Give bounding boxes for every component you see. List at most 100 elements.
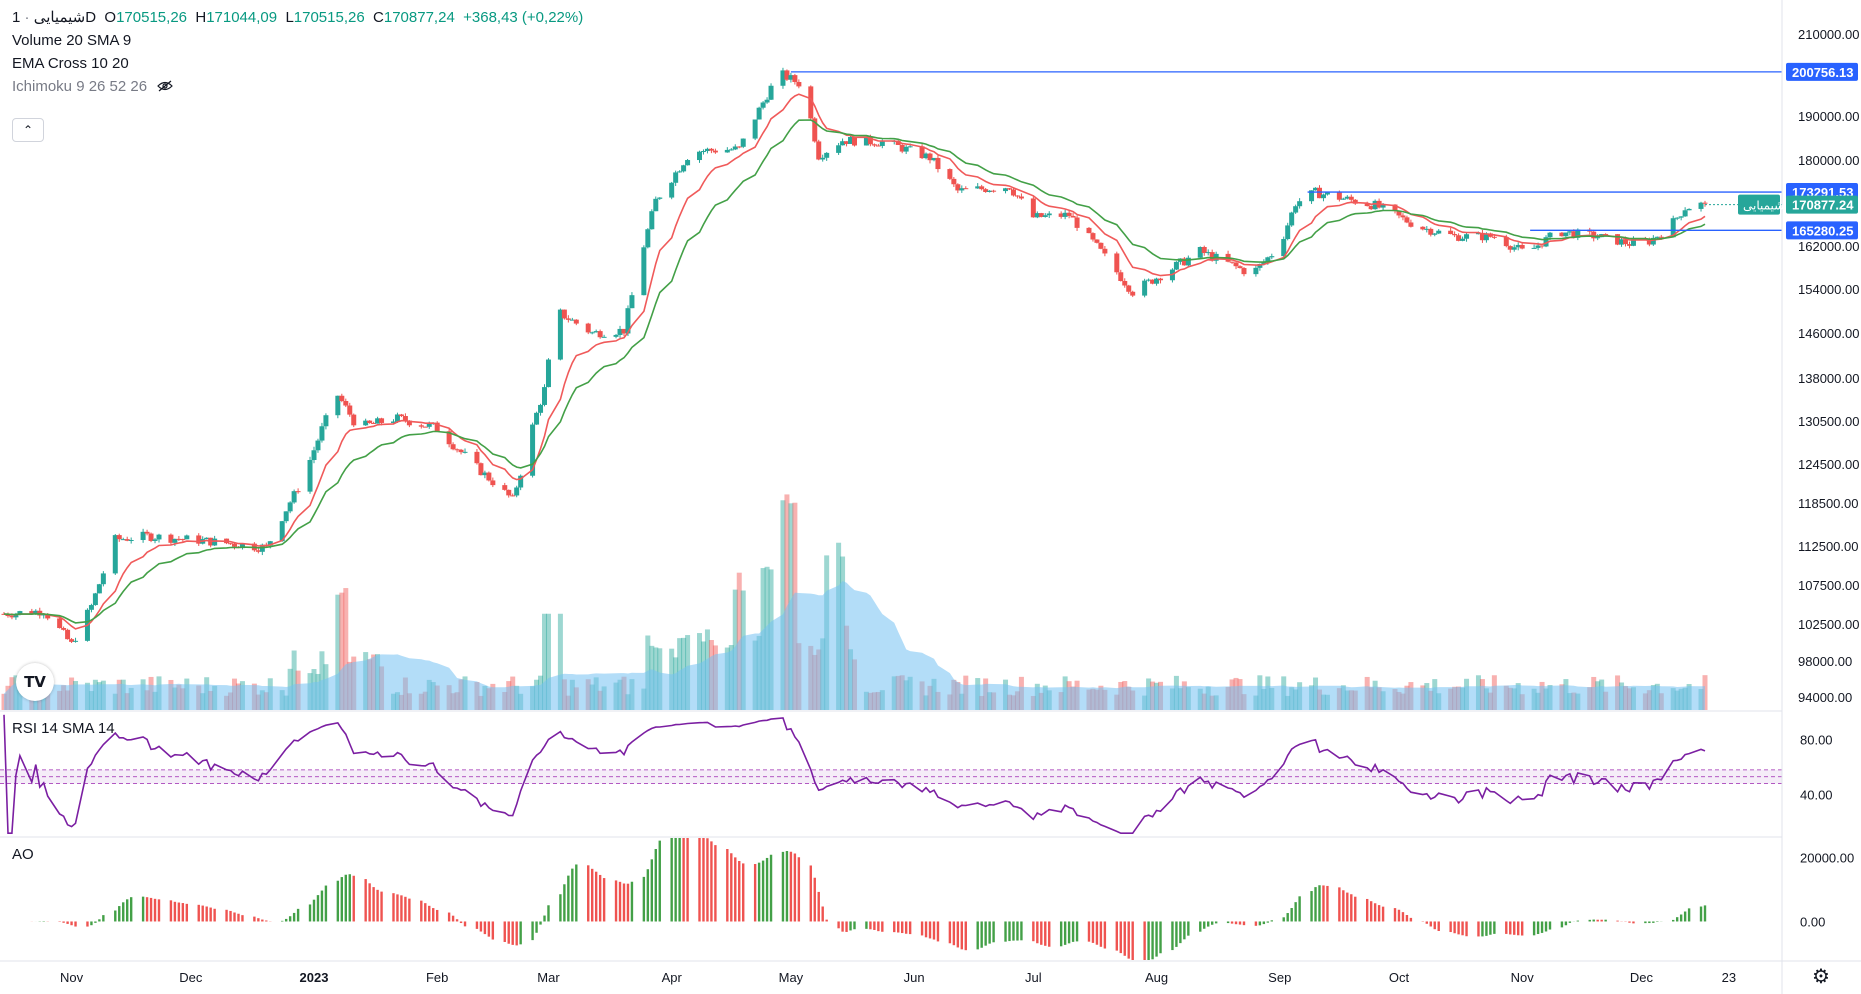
candle — [1348, 194, 1354, 202]
candle-body — [180, 539, 186, 541]
candle-body — [597, 331, 603, 338]
candle — [61, 626, 67, 631]
volume-bar — [542, 613, 548, 710]
collapse-legend-button[interactable]: ⌃ — [12, 118, 44, 142]
candle — [228, 542, 234, 545]
candle-body — [33, 610, 39, 615]
candle-body — [1603, 234, 1609, 236]
candle — [1046, 211, 1052, 219]
candle-body — [1475, 232, 1481, 235]
candle — [1432, 233, 1438, 237]
candle — [172, 538, 178, 547]
candle-body — [923, 153, 929, 159]
candle — [641, 245, 647, 296]
candle-body — [863, 136, 869, 146]
tradingview-logo[interactable]: TV — [16, 663, 54, 701]
candle — [844, 141, 850, 147]
candle — [1563, 232, 1569, 238]
last-price-tag — [1786, 195, 1858, 214]
price-tick-label: 154000.00 — [1798, 282, 1859, 297]
candle — [1404, 215, 1410, 224]
candle-body — [1320, 194, 1326, 199]
candle-body — [1324, 192, 1330, 195]
gear-icon[interactable]: ⚙ — [1812, 966, 1830, 988]
candle — [593, 329, 599, 333]
candle-body — [1619, 239, 1625, 245]
interval-label[interactable]: 1D — [12, 9, 97, 26]
candle-body — [1281, 239, 1287, 257]
candle-body — [871, 144, 877, 146]
candle-body — [1571, 231, 1577, 238]
candle-body — [1348, 196, 1354, 200]
ao-title[interactable]: AO — [12, 846, 34, 863]
close-label: C — [373, 9, 384, 26]
candle — [1511, 244, 1517, 252]
time-tick-label: 23 — [1722, 970, 1736, 985]
candle-body — [1309, 190, 1315, 202]
candle-body — [816, 141, 822, 160]
candle — [450, 442, 456, 451]
indicator-ema-cross[interactable]: EMA Cross 10 20 — [12, 55, 129, 72]
candle-body — [935, 157, 941, 170]
price-tick-label: 190000.00 — [1798, 109, 1859, 124]
candle — [502, 482, 508, 491]
volume-bar — [339, 592, 345, 710]
eye-hidden-icon[interactable] — [151, 78, 174, 95]
open-value: 170515,26 — [116, 9, 187, 26]
candle-body — [319, 426, 325, 441]
candle-body — [629, 295, 635, 309]
time-tick-label: May — [779, 970, 804, 985]
candle-body — [1380, 204, 1386, 208]
candle — [140, 528, 146, 543]
candle — [1158, 277, 1164, 284]
candle-body — [57, 618, 63, 629]
candle-body — [1368, 206, 1374, 210]
candle — [768, 83, 774, 100]
candle — [597, 329, 603, 339]
candle — [1424, 226, 1430, 233]
indicator-ichimoku[interactable]: Ichimoku 9 26 52 26 — [12, 77, 583, 100]
candle-body — [1297, 201, 1303, 207]
candle-body — [514, 487, 520, 496]
price-tick-label: 130500.00 — [1798, 414, 1859, 429]
candle-body — [367, 420, 373, 423]
candle — [1686, 208, 1692, 211]
candle — [279, 520, 285, 542]
candle — [1098, 242, 1104, 250]
indicator-volume[interactable]: Volume 20 SMA 9 — [12, 32, 132, 49]
candle-body — [454, 449, 460, 451]
candle — [422, 426, 428, 428]
candle — [152, 538, 158, 544]
candle-body — [1396, 211, 1402, 216]
candle — [65, 628, 71, 640]
candle — [1293, 204, 1299, 214]
candle — [899, 143, 905, 154]
candle — [196, 533, 202, 546]
candle — [848, 134, 854, 144]
candle-body — [1030, 198, 1036, 218]
price-tick-label: 138000.00 — [1798, 371, 1859, 386]
candle-body — [502, 485, 508, 490]
candle-body — [1269, 256, 1275, 258]
candle — [323, 413, 329, 430]
candle-body — [1197, 247, 1203, 258]
candle-body — [1595, 237, 1601, 239]
candle — [69, 637, 75, 644]
candle-body — [1098, 242, 1104, 249]
candle — [1289, 211, 1295, 227]
volume-bar — [784, 494, 790, 710]
candle-body — [287, 502, 293, 512]
candle — [1014, 195, 1020, 199]
candle-body — [1623, 239, 1629, 245]
separator-dot: · — [24, 9, 30, 26]
candle-body — [625, 308, 631, 334]
candle — [1396, 210, 1402, 219]
candle — [764, 97, 770, 104]
rsi-title[interactable]: RSI 14 SMA 14 — [12, 720, 115, 737]
candle-body — [899, 144, 905, 152]
candle-body — [1503, 237, 1509, 247]
candle-body — [669, 182, 675, 198]
symbol-name[interactable]: شیمیایی — [33, 9, 86, 26]
candle-body — [375, 418, 381, 424]
